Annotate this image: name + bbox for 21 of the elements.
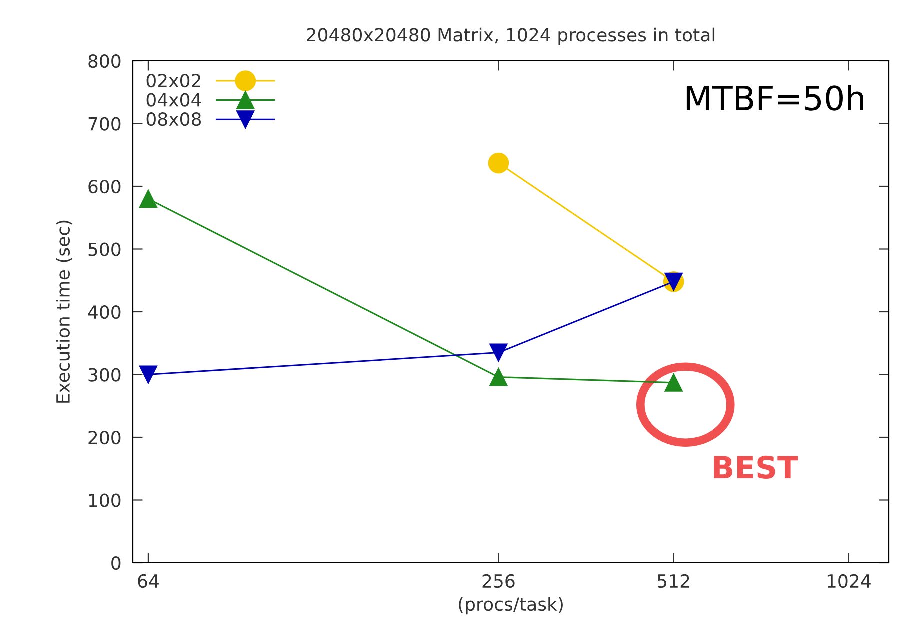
x-tick-label: 256 — [482, 574, 515, 588]
chart-title: 20480x20480 Matrix, 1024 processes in total — [307, 28, 715, 46]
x-tick-label: 64 — [138, 574, 159, 588]
y-tick-label: 200 — [88, 430, 121, 445]
y-tick-label: 300 — [88, 368, 121, 382]
y-tick-label: 800 — [88, 54, 121, 68]
annotation: MTBF=50h — [686, 85, 864, 111]
legend-label: 08x08 — [146, 112, 202, 126]
legend-label: 04x04 — [146, 93, 202, 107]
legend-label: 02x02 — [146, 74, 200, 88]
y-tick-label: 600 — [88, 180, 121, 194]
y-tick-label: 700 — [88, 117, 121, 131]
x-tick-label: 1024 — [828, 574, 871, 588]
y-tick-label: 400 — [88, 305, 121, 320]
y-tick-label: 100 — [89, 494, 121, 508]
y-tick-label: 500 — [88, 242, 121, 256]
y-tick-label: 0 — [112, 556, 121, 570]
annotation: BEST — [714, 456, 798, 479]
y-axis-title: Execution time (sec) — [56, 220, 72, 403]
x-axis-title: (procs/task) — [459, 597, 563, 615]
x-tick-label: 512 — [658, 574, 690, 588]
